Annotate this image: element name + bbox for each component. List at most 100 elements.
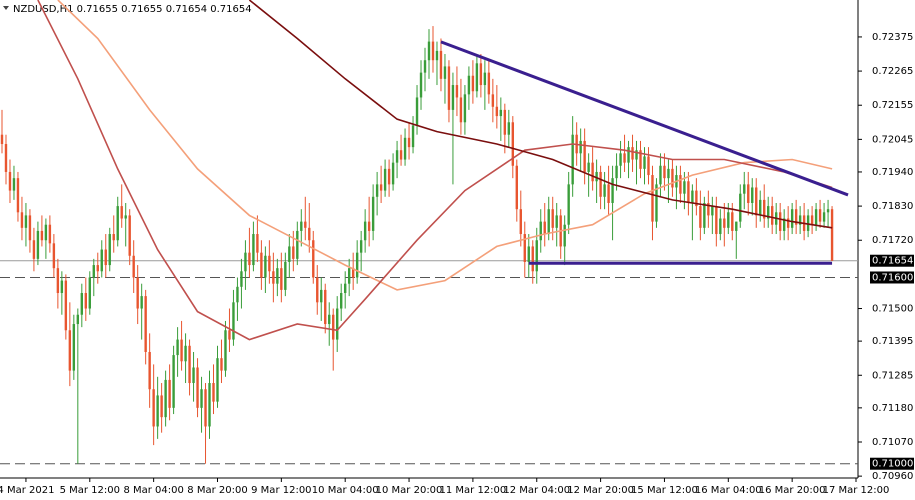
candle-body [132,255,135,278]
candle-body [216,358,219,402]
candle-body [44,224,48,241]
candle-body [583,140,586,172]
candle-body [332,314,335,340]
candle-body [723,218,726,228]
candle-body [28,215,32,241]
candle-body [679,175,682,194]
candle-body [483,72,487,86]
moving-average [248,0,833,229]
candle-body [112,234,115,241]
candle-body [459,97,463,123]
candle-body [204,389,207,427]
candle-body [176,339,179,356]
candle-body [439,50,443,79]
x-tick-label: 11 Mar 12:00 [440,485,507,496]
candle-body [427,41,431,61]
candle-body [547,209,550,235]
candle-body [563,224,566,247]
candle-body [806,215,810,231]
candle-body [124,215,127,219]
candle-body [615,165,618,179]
candle-body [220,358,223,371]
price-label-box [870,457,914,470]
price-label-box [870,254,914,267]
candle-body [292,246,295,259]
candle-body [798,215,802,225]
candle-body [168,379,171,408]
candle-body [591,162,594,182]
candle-body [731,212,734,231]
candle-body [164,379,167,418]
candle-body [643,156,646,169]
candle-body [84,293,87,309]
candle-body [683,181,686,194]
candle-body [822,212,826,222]
candle-body [623,153,626,163]
candle-body [387,168,391,185]
y-tick-label: 0.71940 [872,167,913,178]
candle-body [515,165,518,210]
candle-body [379,184,383,191]
candle-body [324,289,327,325]
candle-body [699,206,702,228]
candle-body [587,162,590,172]
candle-body [435,50,439,61]
candle-body [431,41,435,61]
candle-body [767,206,770,219]
candle-body [627,147,630,163]
candle-body [763,199,766,219]
candle-body [208,383,211,427]
candle-body [156,395,159,427]
candle-body [447,66,451,110]
x-tick-label: 10 Mar 20:00 [376,485,443,496]
candle-body [232,302,235,340]
candle-body [56,268,60,294]
candle-body [503,109,507,135]
candle-body [739,193,742,222]
y-tick-label: 0.72045 [872,134,913,145]
candle-body [395,150,399,163]
candle-body [328,314,331,325]
candle-body [12,178,16,191]
candle-body [399,150,403,160]
candle-body [755,187,758,216]
candle-body [252,234,255,266]
candle-body [256,234,259,253]
candle-body [40,230,44,241]
candle-body [810,215,814,225]
y-tick-label: 0.71180 [872,403,913,414]
candle-body [351,268,355,278]
candle-body [719,218,722,235]
candle-body [64,280,68,331]
candle-body [276,268,279,284]
candle-body [188,345,191,384]
x-tick-label: 10 Mar 04:00 [312,485,379,496]
y-tick-label: 0.72265 [872,66,913,77]
candle-body [363,221,367,241]
candle-body [411,125,415,148]
y-tick-label: 0.71070 [872,437,913,448]
candle-body [284,261,287,290]
candle-body [312,240,315,278]
candle-body [224,330,227,371]
candle-body [507,122,511,135]
y-tick-label: 0.72155 [872,100,913,111]
price-label: 0.71000 [872,459,913,470]
symbol-icon [3,6,9,10]
candle-body [24,215,28,228]
candle-body [296,230,299,259]
candle-body [100,249,103,272]
candle-body [671,168,674,188]
candle-body [108,234,111,266]
candle-body [759,199,762,216]
candle-body [595,171,598,182]
candle-body [539,221,542,241]
candle-body [4,144,8,172]
candle-body [635,150,638,160]
candle-body [32,240,36,259]
candle-body [607,184,610,203]
candle-body [711,206,714,216]
candle-body [782,218,786,231]
candle-body [535,240,538,272]
